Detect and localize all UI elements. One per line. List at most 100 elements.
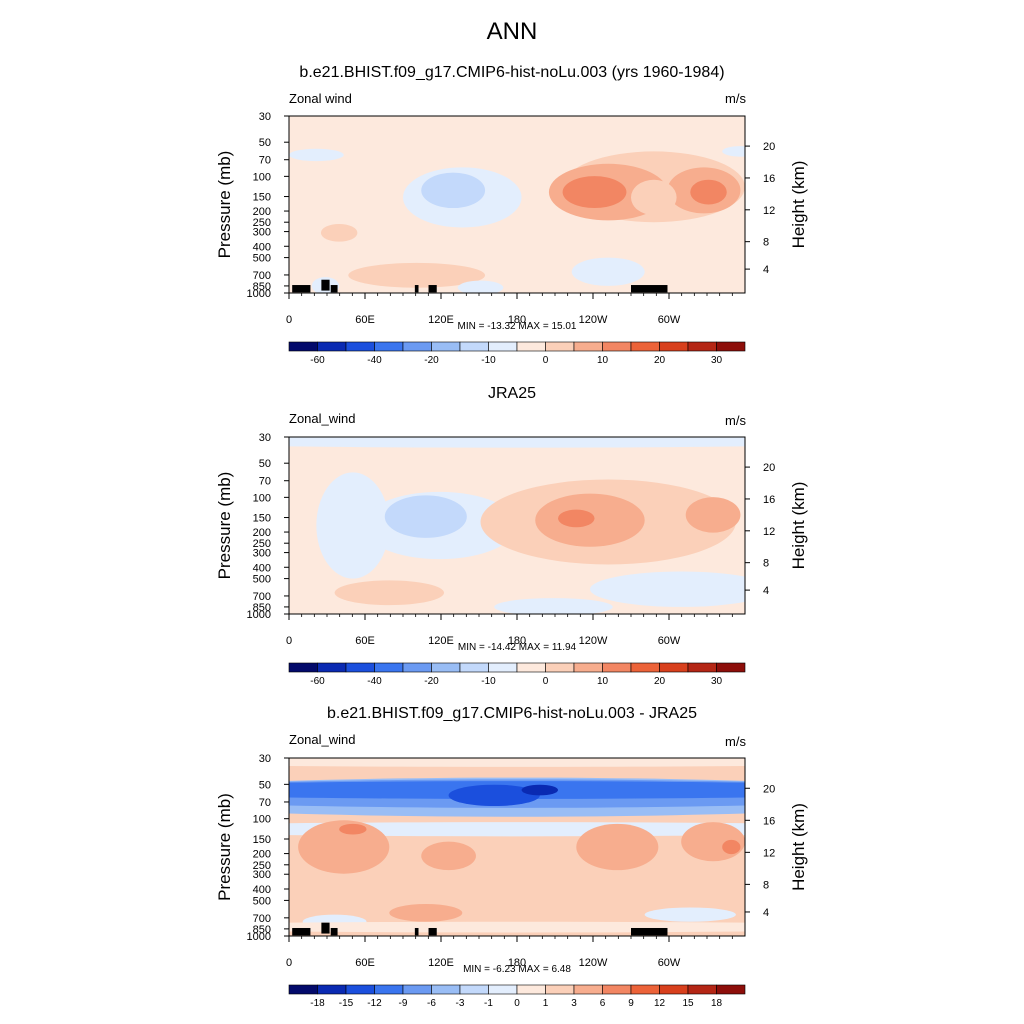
longitude-tick-label: 120E (428, 314, 454, 326)
colorbar-label: -20 (424, 355, 439, 366)
colorbar-swatch (431, 341, 461, 352)
pressure-tick-label: 850 (253, 281, 271, 293)
contour-region (298, 820, 390, 874)
panel-1-contour-field (289, 116, 745, 293)
colorbar-swatch (716, 984, 746, 995)
pressure-tick-label: 200 (253, 527, 271, 539)
height-tick-label: 8 (763, 237, 769, 249)
colorbar-label: 10 (597, 355, 609, 366)
height-tick-label: 4 (763, 264, 769, 276)
panel-2-title: JRA25 (487, 385, 537, 402)
contour-region (421, 172, 486, 209)
colorbar-label: 6 (600, 998, 606, 1009)
pressure-tick-label: 250 (253, 860, 271, 872)
pressure-tick-label: 200 (253, 849, 271, 861)
longitude-tick-label: 180 (508, 314, 526, 326)
contour-region (457, 280, 504, 293)
colorbar-swatch (630, 341, 660, 352)
contour-region (289, 437, 745, 448)
pressure-tick-label: 50 (259, 458, 271, 470)
colorbar-label: -3 (456, 998, 465, 1009)
colorbar-label: -40 (367, 676, 382, 687)
panel-1-title: b.e21.BHIST.f09_g17.CMIP6-hist-noLu.003 … (299, 64, 725, 81)
pressure-tick-label: 150 (253, 192, 271, 204)
pressure-tick-label: 30 (259, 111, 271, 123)
contour-region (644, 907, 736, 922)
contour-region (589, 571, 745, 607)
pressure-tick-label: 30 (259, 432, 271, 444)
colorbar-swatch (345, 662, 375, 673)
longitude-tick-label: 120E (428, 957, 454, 969)
colorbar-label: 0 (543, 676, 549, 687)
colorbar-swatch (288, 662, 318, 673)
longitude-tick-label: 60W (658, 957, 681, 969)
pressure-tick-label: 400 (253, 241, 271, 253)
colorbar-label: 15 (682, 998, 694, 1009)
contour-region (722, 839, 741, 855)
colorbar-swatch (431, 984, 461, 995)
contour-region (384, 495, 467, 538)
height-tick-label: 12 (763, 205, 775, 217)
panel-1-min-max: MIN = -13.32 MAX = 15.01 (457, 321, 577, 332)
contour-region (316, 472, 390, 579)
colorbar-label: -1 (484, 998, 493, 1009)
colorbar-label: -15 (339, 998, 354, 1009)
panel-3-pressure-axis-title: Pressure (mb) (215, 793, 234, 901)
pressure-tick-label: 50 (259, 137, 271, 149)
height-tick-label: 16 (763, 494, 775, 506)
longitude-tick-label: 120W (579, 957, 608, 969)
topography-mask (321, 922, 330, 934)
pressure-tick-label: 500 (253, 574, 271, 586)
contour-region (571, 257, 645, 286)
colorbar-swatch (687, 984, 717, 995)
contour-region (448, 784, 540, 807)
pressure-tick-label: 150 (253, 513, 271, 525)
pressure-tick-label: 70 (259, 797, 271, 809)
colorbar-swatch (630, 984, 660, 995)
panel-2-contour-field (289, 437, 745, 614)
colorbar-label: 20 (654, 355, 666, 366)
contour-region (722, 146, 745, 157)
height-tick-label: 20 (763, 783, 775, 795)
panel-2-units-label: m/s (725, 413, 746, 428)
contour-region (320, 223, 358, 242)
pressure-tick-label: 400 (253, 884, 271, 896)
longitude-tick-label: 120E (428, 635, 454, 647)
colorbar-swatch (659, 341, 689, 352)
height-tick-label: 8 (763, 879, 769, 891)
colorbar-swatch (374, 341, 404, 352)
longitude-tick-label: 0 (286, 957, 292, 969)
colorbar-label: 12 (654, 998, 666, 1009)
panel-3-colorbar: -18 -15 -12 -9 -6 -3 -1 0 1 3 6 9 12 15 18 (288, 984, 746, 1009)
pressure-tick-label: 1000 (247, 288, 271, 300)
colorbar-swatch (573, 984, 603, 995)
panel-3-height-axis-title: Height (km) (789, 803, 808, 891)
panel-2-colorbar: -60 -40 -20 -10 0 10 20 30 (288, 662, 746, 687)
panel-1-plot: 3050701001502002503004005007008501000201… (215, 111, 808, 366)
longitude-tick-label: 120W (579, 635, 608, 647)
panel-1-colorbar: -60 -40 -20 -10 0 10 20 30 (288, 341, 746, 366)
colorbar-swatch (488, 984, 518, 995)
longitude-tick-label: 60E (355, 635, 375, 647)
colorbar-label: 10 (597, 676, 609, 687)
colorbar-swatch (602, 984, 632, 995)
contour-region (289, 148, 344, 162)
height-tick-label: 4 (763, 907, 769, 919)
longitude-tick-label: 180 (508, 635, 526, 647)
panel-1-variable-label: Zonal wind (289, 91, 352, 106)
height-tick-label: 20 (763, 462, 775, 474)
panel-3-variable-label: Zonal_wind (289, 732, 356, 747)
height-tick-label: 20 (763, 141, 775, 153)
colorbar-swatch (317, 984, 347, 995)
panel-2-plot: 3050701001502002503004005007008501000201… (215, 432, 808, 687)
contour-region (562, 176, 627, 209)
pressure-tick-label: 700 (253, 591, 271, 603)
pressure-tick-label: 200 (253, 206, 271, 218)
topography-mask (292, 927, 311, 936)
topography-mask (330, 927, 338, 936)
figure-title: ANN (486, 18, 538, 45)
colorbar-swatch (459, 984, 489, 995)
colorbar-swatch (402, 984, 432, 995)
panel-1-height-axis-title: Height (km) (789, 161, 808, 249)
